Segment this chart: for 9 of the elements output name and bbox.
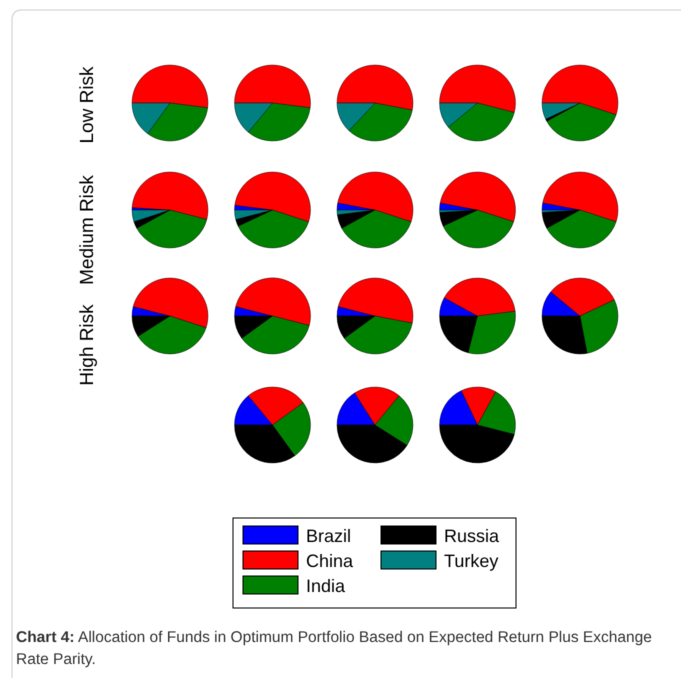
- caption: Chart 4: Allocation of Funds in Optimum Portfolio Based on Expected Return Plus Exchange Rate Parity.: [16, 629, 652, 668]
- legend-label: Brazil: [306, 526, 352, 546]
- legend-label: China: [306, 551, 354, 571]
- text: High Risk: [77, 304, 98, 386]
- legend-label: India: [306, 576, 346, 596]
- legend-label: Turkey: [444, 551, 498, 571]
- text: Low Risk: [77, 66, 98, 144]
- text: Medium Risk: [77, 174, 98, 285]
- legend-label: Russia: [444, 526, 500, 546]
